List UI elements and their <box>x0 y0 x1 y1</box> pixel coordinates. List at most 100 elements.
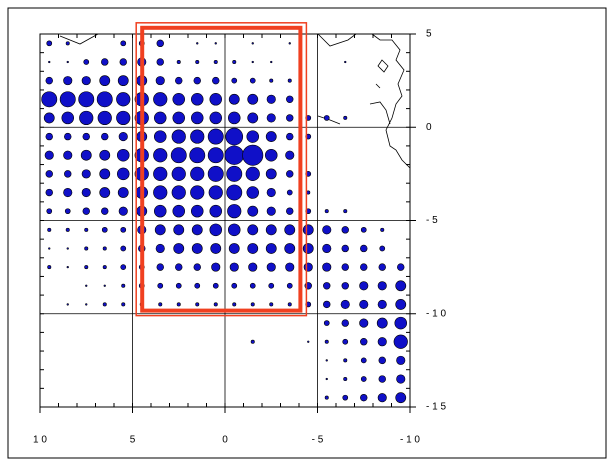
pie-marker <box>343 115 348 120</box>
pie-marker <box>120 40 127 47</box>
pie-marker <box>341 226 349 234</box>
pie-marker <box>213 59 218 64</box>
pie-marker <box>343 377 348 382</box>
pie-marker <box>121 302 126 307</box>
pie-marker <box>78 91 95 108</box>
pie-marker <box>265 168 277 180</box>
pie-marker <box>99 75 111 87</box>
pie-marker <box>117 75 129 87</box>
pie-marker <box>190 129 205 144</box>
pie-marker <box>102 302 107 307</box>
pie-marker <box>175 282 182 289</box>
pie-marker <box>81 76 91 86</box>
pie-marker <box>360 263 368 271</box>
pie-marker <box>247 93 259 105</box>
pie-marker <box>380 227 385 232</box>
pie-marker <box>341 263 349 271</box>
pie-marker <box>286 189 293 196</box>
pie-marker <box>210 243 222 254</box>
pie-marker <box>97 110 112 126</box>
pie-marker <box>102 265 107 270</box>
pie-marker <box>269 78 274 83</box>
pie-marker <box>224 145 244 165</box>
pie-marker <box>359 281 369 291</box>
y-tick-label: 5 <box>426 29 432 40</box>
pie-marker <box>285 150 295 160</box>
pie-marker <box>249 77 256 84</box>
pie-marker <box>397 263 405 271</box>
pie-marker <box>190 185 205 200</box>
pie-marker <box>171 185 186 200</box>
x-tick-label: 5 <box>130 435 136 446</box>
pie-marker <box>231 77 238 84</box>
pie-marker <box>209 93 223 106</box>
pie-marker <box>360 226 367 233</box>
pie-marker <box>225 127 244 146</box>
pie-marker <box>213 302 218 307</box>
pie-marker <box>101 132 109 141</box>
pie-marker <box>172 93 186 106</box>
pie-marker <box>170 147 187 164</box>
pie-marker <box>343 209 348 214</box>
pie-marker <box>325 359 328 362</box>
pie-marker <box>45 76 53 85</box>
pie-marker <box>172 204 186 218</box>
pie-marker <box>377 337 387 347</box>
pie-marker <box>340 299 350 309</box>
pie-marker <box>265 243 277 254</box>
pie-marker <box>153 92 168 107</box>
pie-marker <box>47 227 52 232</box>
pie-marker <box>394 316 407 330</box>
pie-marker <box>242 144 264 166</box>
pie-marker <box>46 208 53 215</box>
pie-marker <box>286 95 294 103</box>
pie-marker <box>396 355 406 365</box>
pie-marker <box>322 262 332 272</box>
pie-marker <box>286 207 294 215</box>
pie-marker <box>191 93 204 106</box>
pie-marker <box>342 394 349 401</box>
pie-marker <box>153 185 168 200</box>
pie-marker <box>302 224 314 236</box>
pie-marker <box>209 111 223 125</box>
pie-marker <box>155 243 165 254</box>
pie-marker <box>247 224 259 236</box>
pie-marker <box>118 132 128 142</box>
pie-marker <box>288 42 291 45</box>
pie-marker <box>360 357 367 364</box>
pie-marker <box>154 130 167 143</box>
pie-marker <box>379 245 386 252</box>
pie-marker <box>157 282 164 289</box>
pie-marker <box>266 113 276 123</box>
pie-marker <box>378 356 386 365</box>
pie-marker <box>154 111 167 125</box>
pie-marker <box>266 262 276 272</box>
pie-marker <box>360 244 368 253</box>
pie-marker <box>119 58 127 66</box>
pie-marker <box>154 204 167 218</box>
pie-marker <box>395 299 407 310</box>
pie-marker <box>344 60 347 64</box>
y-tick-label: - 1 0 <box>426 308 446 319</box>
pie-marker <box>45 170 53 178</box>
pie-marker <box>266 206 276 216</box>
x-tick-label: 1 0 <box>33 435 47 446</box>
pie-marker <box>61 111 74 125</box>
pie-marker <box>117 148 130 162</box>
pie-marker <box>117 167 130 181</box>
pie-marker <box>250 302 255 307</box>
pie-marker <box>120 245 127 252</box>
pie-marker <box>247 112 259 124</box>
pie-marker <box>323 115 330 121</box>
pie-marker <box>322 225 332 235</box>
pie-marker <box>173 243 185 254</box>
pie-marker <box>66 303 69 306</box>
pie-marker <box>116 92 131 107</box>
pie-marker <box>173 224 185 236</box>
pie-marker <box>101 58 109 66</box>
pie-marker <box>64 208 71 215</box>
pie-marker <box>85 303 88 306</box>
pie-marker <box>41 91 58 108</box>
pie-marker <box>286 170 294 178</box>
